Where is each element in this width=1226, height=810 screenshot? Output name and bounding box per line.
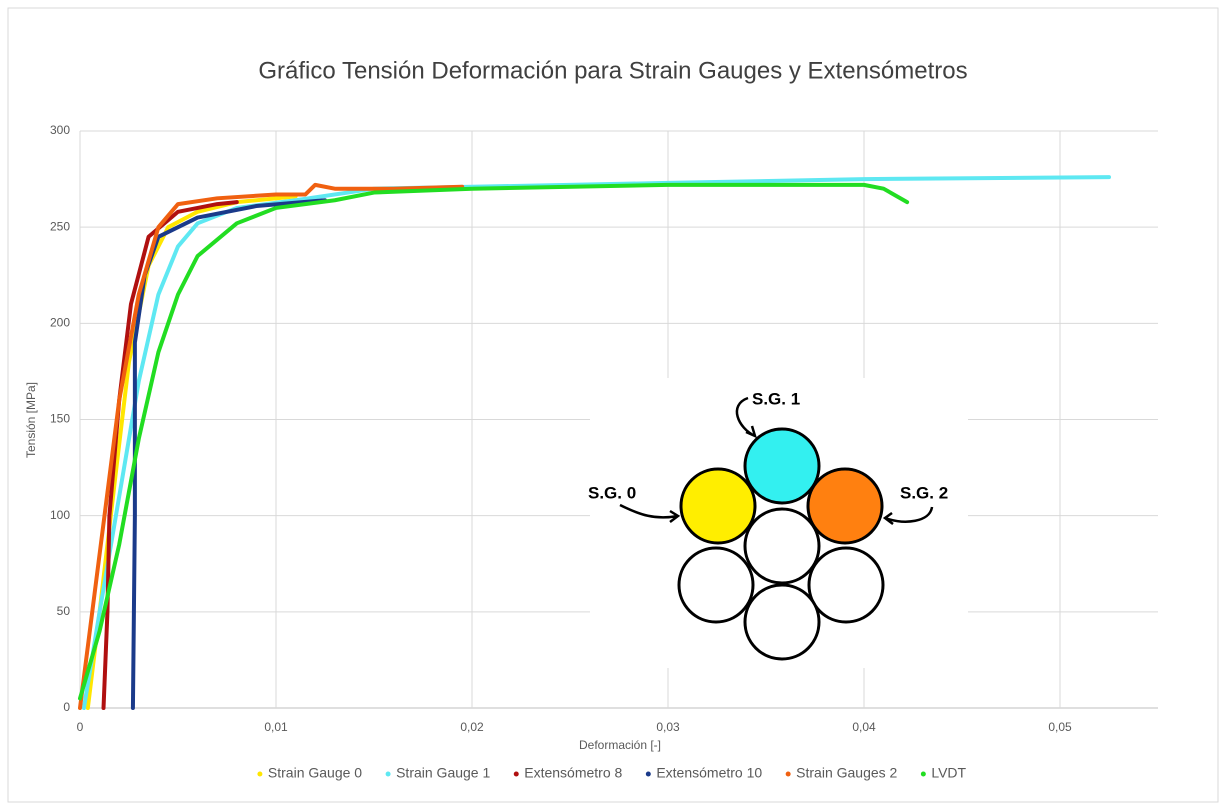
legend-marker (786, 772, 791, 777)
legend-marker (514, 772, 519, 777)
y-tick-label: 300 (50, 123, 70, 137)
x-tick-label: 0 (77, 720, 84, 734)
legend-label: Extensómetro 10 (656, 765, 762, 781)
y-tick-label: 0 (63, 700, 70, 714)
strand (745, 585, 819, 659)
annotation: S.G. 1 (752, 389, 800, 408)
x-tick-label: 0,03 (656, 720, 680, 734)
annotation: S.G. 0 (588, 483, 636, 502)
legend-label: Strain Gauge 1 (396, 765, 490, 781)
strand (745, 509, 819, 583)
legend-marker (921, 772, 926, 777)
y-tick-label: 100 (50, 508, 70, 522)
x-tick-label: 0,01 (264, 720, 288, 734)
legend-marker (257, 772, 262, 777)
y-tick-label: 200 (50, 316, 70, 330)
legend-label: LVDT (931, 765, 966, 781)
chart-title: Gráfico Tensión Deformación para Strain … (258, 57, 967, 84)
legend-item: Extensómetro 10 (646, 765, 763, 781)
x-tick-label: 0,05 (1048, 720, 1072, 734)
legend-label: Strain Gauges 2 (796, 765, 897, 781)
x-tick-label: 0,02 (460, 720, 484, 734)
legend-marker (646, 772, 651, 777)
strand (679, 548, 753, 622)
legend-item: Strain Gauge 0 (257, 765, 362, 781)
y-axis-label: Tensión [MPa] (24, 382, 38, 458)
strand (681, 469, 755, 543)
x-tick-label: 0,04 (852, 720, 876, 734)
legend-item: Extensómetro 8 (514, 765, 623, 781)
strand (808, 469, 882, 543)
legend-marker (386, 772, 391, 777)
strand (809, 548, 883, 622)
legend-item: Strain Gauges 2 (786, 765, 898, 781)
annotation: S.G. 2 (900, 483, 948, 502)
y-tick-label: 150 (50, 412, 70, 426)
y-tick-label: 250 (50, 219, 70, 233)
y-tick-label: 50 (57, 604, 71, 618)
inset-diagram: S.G. 1 S.G. 0 S.G. 2 (588, 378, 968, 668)
legend-item: Strain Gauge 1 (386, 765, 491, 781)
legend-label: Extensómetro 8 (524, 765, 622, 781)
strand (745, 429, 819, 503)
chart: Gráfico Tensión Deformación para Strain … (0, 0, 1226, 810)
legend-label: Strain Gauge 0 (268, 765, 362, 781)
x-axis-label: Deformación [-] (579, 738, 661, 752)
